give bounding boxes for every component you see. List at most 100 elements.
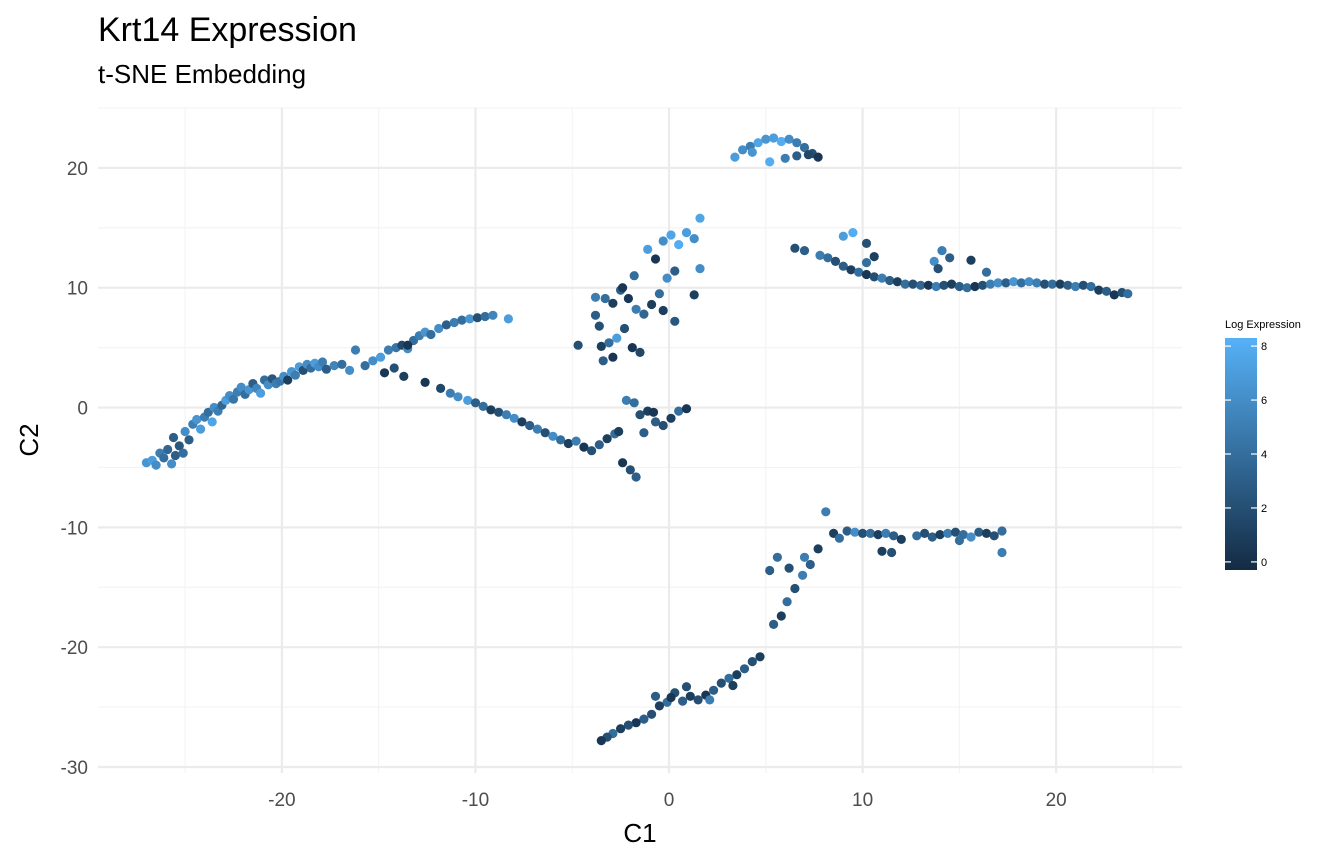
data-point	[916, 280, 926, 290]
data-point	[631, 472, 641, 482]
data-point	[480, 311, 490, 322]
data-point	[623, 720, 634, 730]
data-point	[594, 321, 604, 331]
data-point	[600, 293, 610, 304]
data-point	[434, 323, 444, 334]
data-point	[765, 565, 775, 576]
data-point	[662, 273, 672, 283]
data-point	[618, 458, 628, 468]
data-point	[678, 696, 688, 706]
data-point	[501, 410, 511, 420]
data-point	[627, 343, 637, 353]
data-point	[850, 527, 860, 537]
data-point	[823, 253, 833, 263]
data-point	[747, 147, 757, 157]
data-point	[590, 310, 601, 320]
data-point	[776, 611, 786, 621]
data-point	[896, 534, 906, 545]
data-point	[563, 438, 574, 449]
data-point	[738, 145, 748, 155]
data-point	[929, 256, 939, 266]
data-point	[666, 230, 676, 240]
data-point	[608, 352, 618, 362]
data-point	[486, 405, 496, 415]
data-point	[858, 528, 868, 539]
data-point	[670, 266, 680, 276]
data-point	[674, 240, 684, 250]
data-point	[1109, 290, 1119, 300]
data-point	[830, 256, 841, 266]
data-point	[805, 559, 815, 570]
chart-subtitle: t-SNE Embedding	[98, 59, 306, 89]
y-tick-label: 10	[67, 279, 88, 300]
data-point	[612, 333, 622, 343]
y-tick-label: 20	[67, 159, 88, 180]
data-point	[877, 273, 887, 283]
data-point	[892, 277, 903, 287]
x-tick-label: 20	[1046, 790, 1067, 811]
data-point	[869, 252, 879, 262]
data-point	[739, 664, 750, 674]
data-point	[618, 283, 628, 293]
data-point	[666, 413, 676, 423]
data-point	[658, 236, 668, 246]
data-point	[974, 527, 984, 537]
x-axis-ticks: -20 -10 0 10 20	[268, 790, 1067, 811]
data-point	[821, 507, 831, 517]
data-point	[993, 278, 1003, 288]
data-point	[426, 329, 436, 340]
data-point	[792, 138, 802, 148]
data-point	[602, 434, 612, 444]
data-point	[192, 414, 202, 425]
data-point	[728, 680, 738, 691]
data-point	[379, 368, 390, 378]
data-point	[923, 280, 934, 290]
data-point	[623, 293, 634, 304]
data-point	[509, 413, 519, 423]
data-point	[666, 692, 676, 703]
data-point	[877, 546, 887, 556]
data-point	[445, 388, 455, 398]
data-point	[815, 250, 825, 260]
data-point	[631, 304, 641, 314]
data-point	[532, 424, 543, 434]
data-point	[436, 383, 446, 393]
data-point	[587, 446, 597, 456]
data-point	[790, 243, 800, 253]
data-point	[784, 134, 794, 144]
data-point	[1101, 286, 1112, 296]
legend-tick-label: 6	[1261, 395, 1267, 407]
data-point	[321, 364, 331, 374]
data-point	[935, 530, 945, 540]
data-point	[178, 448, 188, 458]
chart-title: Krt14 Expression	[98, 11, 357, 49]
data-point	[981, 528, 992, 539]
data-point	[648, 407, 659, 417]
data-point	[463, 395, 473, 405]
data-point	[1078, 280, 1088, 290]
data-point	[317, 357, 328, 367]
data-point	[639, 309, 649, 319]
data-point	[900, 279, 910, 289]
data-point	[170, 450, 180, 461]
data-point	[943, 528, 953, 539]
data-point	[782, 597, 792, 607]
data-point	[838, 231, 848, 241]
data-point	[730, 152, 740, 162]
data-point	[594, 440, 604, 450]
data-point	[873, 530, 883, 540]
data-point	[470, 398, 481, 408]
y-axis-title: C2	[14, 423, 44, 456]
data-point	[399, 371, 409, 381]
data-point	[1024, 277, 1034, 287]
data-point	[887, 547, 897, 558]
data-point	[441, 320, 451, 330]
data-point	[937, 246, 947, 256]
data-point	[207, 417, 217, 427]
data-point	[1016, 278, 1026, 288]
data-point	[1070, 281, 1081, 292]
data-point	[621, 395, 632, 405]
data-point	[950, 527, 961, 537]
y-axis-ticks: -30 -20 -10 0 10 20	[61, 159, 88, 779]
data-point	[784, 563, 794, 573]
